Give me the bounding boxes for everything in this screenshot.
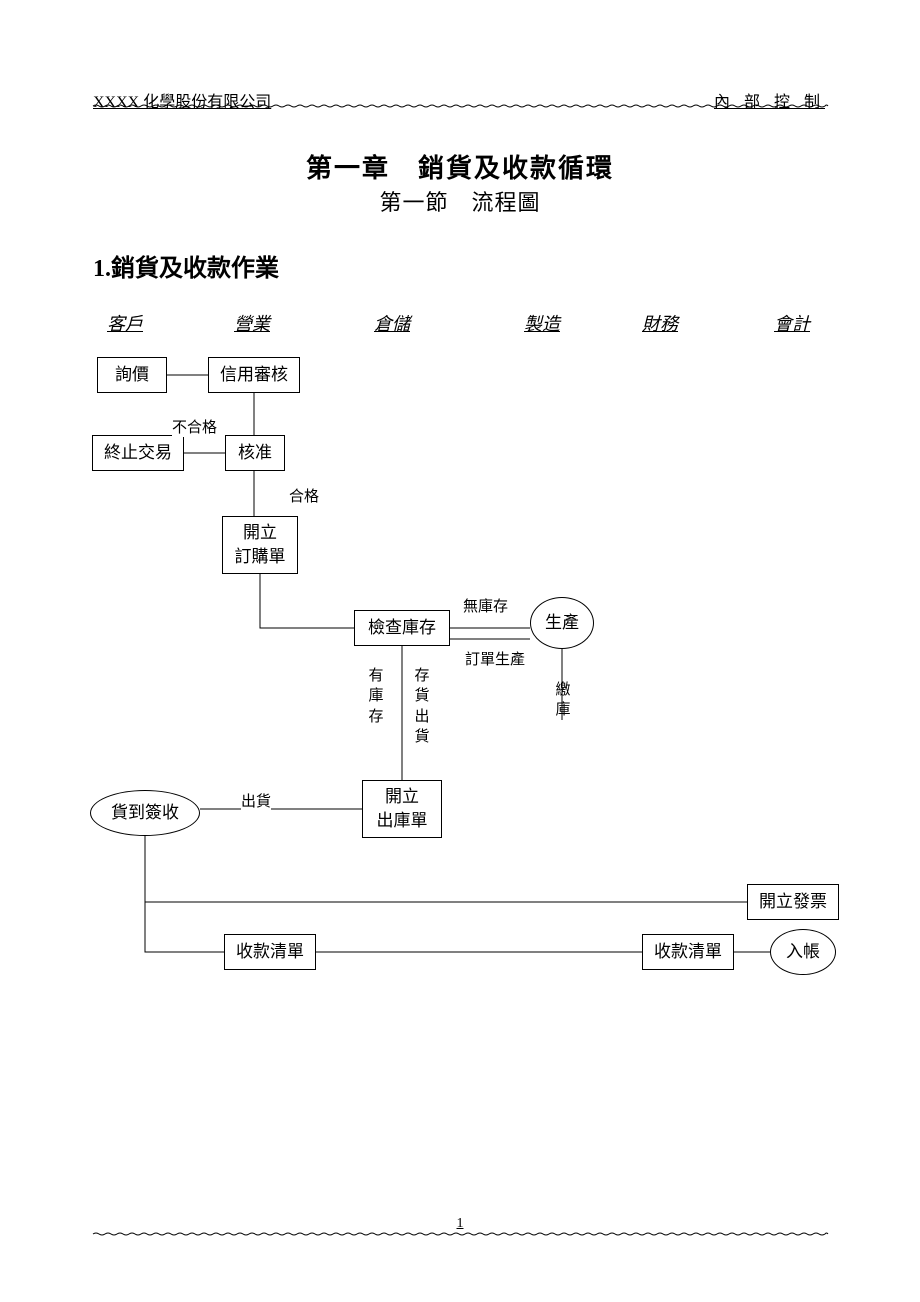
node-credit: 信用審核 bbox=[208, 357, 300, 393]
column-header: 客戶 bbox=[107, 310, 143, 336]
node-approve: 核准 bbox=[225, 435, 285, 471]
subsection-title: 1.銷貨及收款作業 bbox=[93, 248, 279, 283]
column-header: 倉儲 bbox=[374, 310, 410, 336]
node-po: 開立 訂購單 bbox=[222, 516, 298, 574]
edge-label: 無庫存 bbox=[463, 595, 508, 616]
column-header: 製造 bbox=[524, 310, 560, 336]
node-issue: 開立 出庫單 bbox=[362, 780, 442, 838]
page: XXXX 化學股份有限公司 內 部 控 制 第一章 銷貨及收款循環 第一節 流程… bbox=[0, 0, 920, 1302]
section-title: 第一節 流程圖 bbox=[0, 185, 920, 217]
header-right: 內 部 控 制 bbox=[714, 88, 825, 112]
node-terminate: 終止交易 bbox=[92, 435, 184, 471]
edge-label: 訂單生產 bbox=[465, 648, 525, 669]
vertical-label: 存 貨 出 貨 bbox=[414, 666, 430, 747]
chapter-title: 第一章 銷貨及收款循環 bbox=[0, 148, 920, 185]
node-checkstock: 檢查庫存 bbox=[354, 610, 450, 646]
column-header: 財務 bbox=[642, 310, 678, 336]
node-collect2: 收款清單 bbox=[642, 934, 734, 970]
node-inquiry: 詢價 bbox=[97, 357, 167, 393]
node-collect1: 收款清單 bbox=[224, 934, 316, 970]
column-header: 會計 bbox=[774, 310, 810, 336]
column-header: 營業 bbox=[234, 310, 270, 336]
edge-label: 出貨 bbox=[241, 790, 271, 811]
node-receipt: 貨到簽收 bbox=[90, 790, 200, 836]
header-left: XXXX 化學股份有限公司 bbox=[93, 88, 271, 112]
edge-label: 合格 bbox=[289, 485, 319, 506]
vertical-label: 繳 庫 bbox=[555, 680, 571, 721]
edge-label: 不合格 bbox=[172, 416, 217, 437]
node-produce: 生產 bbox=[530, 597, 594, 649]
node-invoice: 開立發票 bbox=[747, 884, 839, 920]
vertical-label: 有 庫 存 bbox=[368, 666, 384, 727]
node-post: 入帳 bbox=[770, 929, 836, 975]
page-number: 1 bbox=[0, 1216, 920, 1232]
